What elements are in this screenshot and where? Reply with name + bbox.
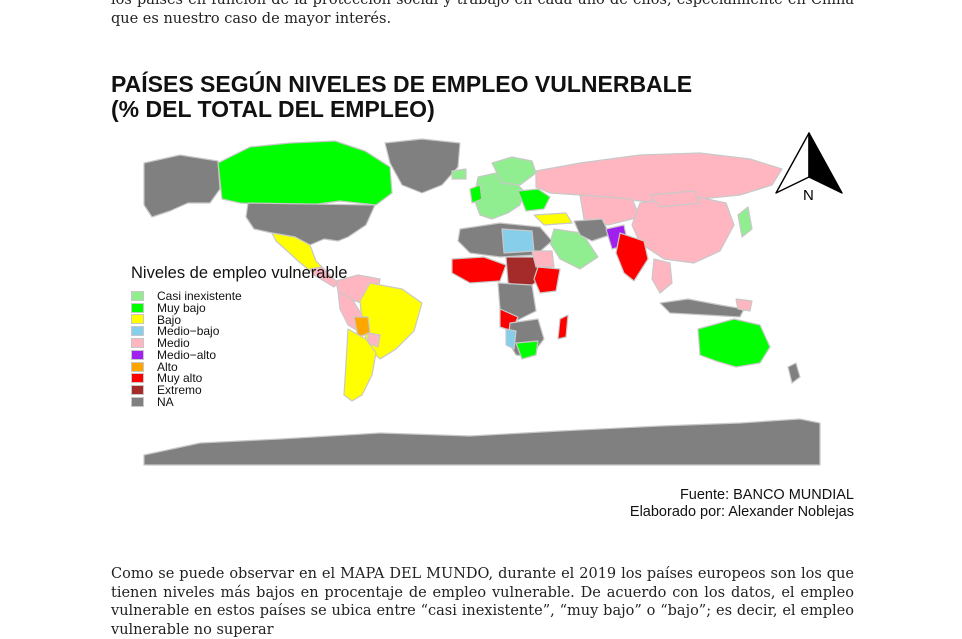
region-madagascar [557, 314, 569, 340]
region-kazakhstan [579, 194, 641, 226]
region-turkey [533, 212, 573, 226]
region-south-africa [515, 340, 539, 360]
legend-item: Extremo [131, 384, 347, 396]
region-usa [245, 202, 376, 246]
region-congo [497, 282, 537, 322]
legend-item: Casi inexistente [131, 290, 347, 302]
region-southeast-asia [651, 258, 673, 294]
world-map [143, 138, 821, 466]
analysis-paragraph: Como se puede observar en el MAPA DEL MU… [111, 566, 854, 638]
legend-swatch [131, 314, 144, 325]
intro-paragraph: los países en función de la protección s… [111, 0, 854, 27]
region-indonesia [659, 298, 745, 318]
region-east-africa [533, 266, 561, 294]
legend-title: Niveles de empleo vulnerable [131, 264, 348, 282]
region-uk [469, 184, 483, 204]
legend-item: Muy alto [131, 371, 347, 386]
map-title-line-1: PAÍSES SEGÚN NIVELES DE EMPLEO VULNERBAL… [111, 71, 693, 97]
map-title-line-2: (% DEL TOTAL DEL EMPLEO) [111, 96, 435, 122]
legend-label: Casi inexistente [157, 288, 242, 303]
legend-item: Medio [131, 337, 347, 349]
north-label: N [803, 187, 814, 203]
region-mongolia [649, 190, 701, 208]
legend-swatch [131, 349, 144, 360]
region-japan [737, 206, 753, 238]
legend-swatch [131, 397, 144, 408]
legend-swatch [131, 326, 144, 337]
region-argentina [343, 328, 377, 402]
legend-label: Muy bajo [157, 300, 206, 315]
region-papua [735, 298, 753, 312]
legend-item: Bajo [131, 314, 347, 326]
region-australia [697, 318, 771, 368]
legend-item: Muy bajo [131, 302, 347, 314]
legend-swatch [131, 373, 144, 384]
region-india [615, 232, 649, 282]
author-credit: Elaborado por: Alexander Noblejas [629, 504, 854, 520]
legend-item: Alto [131, 361, 347, 373]
legend-swatch [131, 302, 144, 313]
legend-label: NA [157, 395, 174, 410]
region-iran [573, 218, 611, 242]
north-arrow-icon: N [775, 132, 843, 203]
legend-item: Medio−bajo [131, 325, 347, 337]
region-europe-east [517, 188, 551, 212]
legend-swatch [131, 338, 144, 349]
region-russia [535, 152, 783, 204]
map-legend: Niveles de empleo vulnerable Casi inexis… [131, 264, 347, 408]
legend-item: Medio−alto [131, 349, 347, 361]
region-sudan [531, 250, 555, 268]
region-new-zealand [787, 362, 801, 384]
region-central-america [309, 266, 339, 288]
source-credit: Fuente: BANCO MUNDIAL [679, 487, 854, 503]
legend-swatch [131, 361, 144, 372]
region-namibia [505, 328, 517, 350]
legend-label: Alto [157, 359, 178, 374]
region-libya [501, 228, 535, 254]
legend-item: NA [131, 396, 347, 408]
legend-label: Muy alto [157, 371, 203, 386]
region-iceland [451, 168, 467, 180]
region-china [631, 194, 735, 264]
region-alaska [143, 154, 221, 218]
legend-label: Medio−bajo [157, 324, 220, 339]
region-west-africa [451, 256, 507, 284]
region-greenland [384, 138, 461, 194]
legend-label: Bajo [157, 312, 182, 327]
region-antarctica [143, 418, 821, 466]
legend-swatch [131, 385, 144, 396]
region-paraguay [367, 332, 381, 348]
legend-label: Extremo [157, 383, 202, 398]
legend-swatch [131, 290, 144, 301]
legend-label: Medio−alto [157, 347, 217, 362]
legend-label: Medio [157, 336, 190, 351]
region-canada [217, 140, 393, 206]
